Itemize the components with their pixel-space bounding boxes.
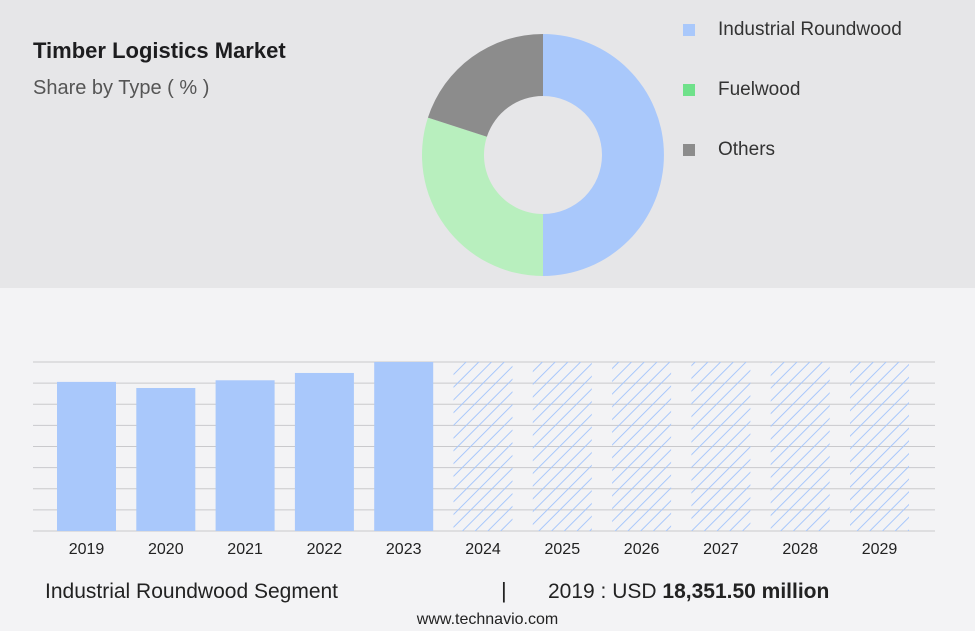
bar-2021 — [215, 380, 275, 531]
bar-forecast-2024 — [453, 362, 513, 531]
legend-item-others: Others — [683, 138, 902, 162]
legend-label-others: Others — [718, 139, 776, 160]
bar-forecast-2028 — [770, 362, 830, 531]
bar-2022 — [294, 372, 354, 531]
donut-chart — [422, 34, 664, 276]
bar-forecast-2027 — [691, 362, 751, 531]
x-tick-2022: 2022 — [307, 541, 343, 558]
segment-label: Industrial Roundwood Segment — [45, 580, 339, 603]
legend-item-fuelwood: Fuelwood — [683, 78, 902, 102]
bar-forecast-2029 — [850, 362, 909, 531]
legend: Industrial Roundwood Fuelwood Others — [683, 18, 902, 198]
legend-label-industrial: Industrial Roundwood — [718, 19, 902, 40]
donut-slice-others — [427, 34, 543, 137]
x-tick-2028: 2028 — [782, 541, 818, 558]
legend-swatch-others — [683, 144, 695, 156]
footer-separator: | — [501, 578, 507, 603]
bar-forecast-2025 — [532, 362, 592, 531]
x-tick-2020: 2020 — [148, 541, 184, 558]
chart-subtitle: Share by Type ( % ) — [33, 77, 210, 99]
x-tick-2027: 2027 — [703, 541, 739, 558]
legend-swatch-fuelwood — [683, 84, 695, 96]
x-tick-2024: 2024 — [465, 541, 501, 558]
bar-forecast-2026 — [612, 362, 672, 531]
donut-slice-industrial — [543, 34, 664, 276]
bar-2019 — [57, 381, 116, 531]
legend-item-industrial: Industrial Roundwood — [683, 18, 902, 42]
legend-label-fuelwood: Fuelwood — [718, 79, 801, 100]
x-tick-2029: 2029 — [862, 541, 898, 558]
stat-value: 18,351.50 million — [662, 580, 830, 603]
bar-2023 — [374, 362, 434, 531]
donut-slice-fuelwood — [422, 117, 543, 276]
bar-2020 — [136, 388, 196, 531]
x-tick-2023: 2023 — [386, 541, 422, 558]
x-tick-2021: 2021 — [227, 541, 263, 558]
stat-prefix: 2019 : USD — [548, 580, 657, 603]
segment-stat: 2019 : USD 18,351.50 million — [548, 580, 829, 604]
bar-chart: 2019 2020 2021 2022 2023 2024 2025 2026 2027 2028… — [33, 361, 935, 558]
chart-title: Timber Logistics Market — [33, 38, 286, 63]
x-tick-2026: 2026 — [624, 541, 660, 558]
x-tick-2019: 2019 — [69, 541, 105, 558]
website-link[interactable]: www.technavio.com — [416, 611, 559, 628]
x-tick-2025: 2025 — [545, 541, 581, 558]
legend-swatch-industrial — [683, 24, 695, 36]
